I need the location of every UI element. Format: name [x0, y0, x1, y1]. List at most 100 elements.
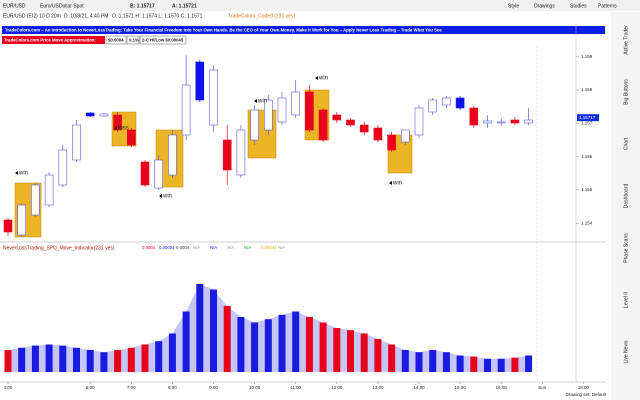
toolbar: [0, 0, 640, 11]
info-date: D: 10/8/21, 4:40 PM: [64, 13, 108, 19]
toolbar-button[interactable]: Drawings: [534, 3, 555, 9]
x-tick-label: 12:00: [331, 385, 343, 390]
indicator-bar: [264, 319, 272, 372]
candle-body: [359, 124, 369, 133]
annotation: win: [162, 194, 172, 200]
approx-move: $0.0004: [108, 38, 124, 43]
pointer: [254, 99, 257, 103]
x-tick-label: 8:00: [168, 385, 177, 390]
indicator-readout: N/A: [227, 245, 234, 250]
indicator-bar: [484, 358, 491, 372]
indicator-readout: 0.0004: [142, 245, 156, 250]
candle-body: [510, 119, 520, 124]
banner-bg: [2, 26, 605, 34]
y-tick-label: 1.154: [581, 221, 593, 226]
candle-body: [17, 204, 27, 236]
pointer: [389, 181, 392, 185]
candle-body: [3, 219, 13, 233]
indicator-bar: [141, 344, 149, 372]
indicator-readout: N/A: [210, 245, 217, 250]
sidebar-tab[interactable]: Dashboard: [623, 184, 629, 209]
x-tick-label: 7:00: [127, 385, 136, 390]
indicator-bar: [127, 347, 135, 372]
description: Euro/USDollar Spot: [40, 3, 84, 9]
indicator-bar: [45, 344, 53, 372]
pointer: [159, 194, 162, 198]
sidebar-tab[interactable]: Live News: [623, 340, 629, 364]
indicator-bar: [497, 358, 505, 372]
x-tick-label: 11:00: [290, 385, 301, 390]
info-study: TradeColors_Coded (231 yes): [228, 13, 295, 19]
candle-body: [195, 61, 205, 101]
candle-body: [496, 121, 506, 124]
candle-body: [181, 84, 191, 136]
indicator-bar: [511, 357, 519, 372]
indicator-bar: [237, 317, 245, 372]
annotation: loss: [118, 126, 129, 132]
annotation: win: [392, 181, 402, 187]
sidebar-tab[interactable]: Active Trader: [623, 25, 629, 55]
x-tick-label: 13:00: [372, 385, 384, 390]
symbol[interactable]: EUR/USD: [3, 3, 26, 9]
sidebar: [611, 12, 640, 400]
indicator-bar: [155, 341, 163, 372]
candle-body: [400, 129, 410, 143]
indicator-bar: [347, 330, 354, 372]
indicator-readout: 0.00045: [261, 245, 277, 250]
indicator-bar: [305, 317, 313, 372]
x-tick-label: 4:00: [4, 385, 13, 390]
info-ohlc: O: 1.1571 H: 1.1574 L: 1.1570 C: 1.1571: [112, 13, 203, 19]
indicator-readout: N/A: [193, 245, 200, 250]
toolbar-button[interactable]: Patterns: [598, 3, 617, 9]
toolbar-button[interactable]: Style: [508, 3, 519, 9]
x-tick-label: 6:00: [86, 385, 95, 390]
candle-body: [58, 149, 68, 186]
sidebar-tab[interactable]: Big Buttons: [623, 79, 629, 105]
indicator-bar: [196, 284, 204, 372]
x-tick-label: 15:00: [454, 385, 466, 390]
sidebar-tab[interactable]: Level II: [623, 292, 629, 308]
toolbar-button[interactable]: Studies: [570, 3, 587, 9]
indicator-bar: [470, 356, 478, 372]
indicator-bar: [388, 344, 396, 372]
candle-body: [113, 114, 122, 131]
indicator-bar: [442, 352, 450, 372]
indicator-bar: [210, 289, 217, 372]
annotations: win loss win win win win: [15, 76, 402, 200]
indicator-readout: N/A: [244, 245, 251, 250]
candle-body: [250, 109, 259, 141]
indicator-readout: 0.00004: [159, 245, 175, 250]
candle-body: [154, 159, 163, 189]
sidebar-tab[interactable]: Phase Scans: [623, 233, 629, 263]
y-tick-label: 1.158: [581, 87, 593, 92]
indicator-bar: [525, 355, 533, 372]
candle-body: [483, 120, 492, 124]
indicator-bar: [333, 328, 341, 372]
indicator-bar: [401, 350, 409, 372]
indicator-bar: [100, 352, 108, 372]
indicator-bar: [73, 347, 80, 372]
sidebar-tabs: Active Trader Big Buttons Chart Dashboard Ph…: [623, 25, 629, 364]
pointer: [15, 171, 18, 175]
indicator-bar: [59, 345, 67, 372]
candle-body: [31, 184, 40, 216]
indicator-bar: [114, 350, 122, 372]
indicator-bar: [374, 339, 382, 372]
indicator: [4, 284, 533, 372]
indicator-bar: [415, 352, 423, 372]
banner: TradeColors.com – An Introduction to Nev…: [5, 28, 442, 33]
indicator-bar: [31, 345, 39, 372]
candle-body: [318, 109, 328, 141]
sidebar-tab[interactable]: Chart: [623, 137, 629, 150]
candle-body: [442, 97, 451, 106]
x-tick-label: Sun: [538, 385, 547, 390]
candle-body: [44, 174, 54, 206]
approx-bg: [2, 36, 105, 44]
bid: B: 1.15717: [130, 3, 155, 9]
indicator-bar: [319, 322, 327, 372]
indicator-bar: [251, 322, 259, 372]
candle-body: [524, 119, 533, 124]
indicator-bar: [278, 314, 286, 372]
ask: A: 1.15721: [172, 3, 197, 9]
